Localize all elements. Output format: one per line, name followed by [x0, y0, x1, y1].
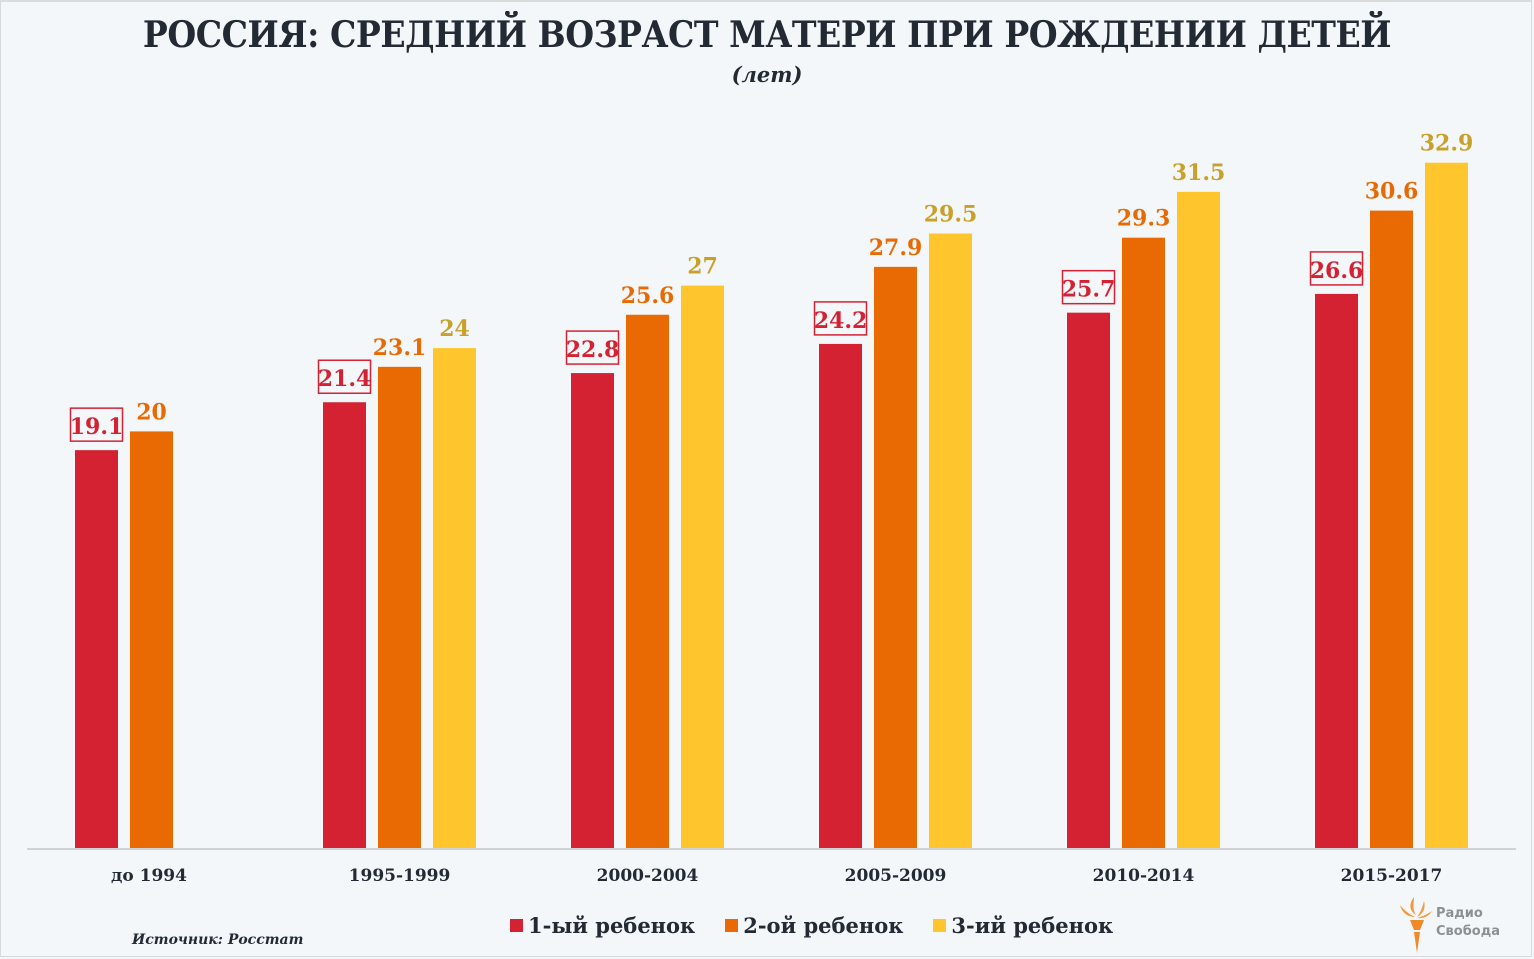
legend-swatch-series-3: [933, 919, 947, 932]
data-label-box-4: [1061, 269, 1116, 305]
data-label-1-0: 19.1: [70, 414, 124, 440]
data-label-1-5: 26.6: [1310, 258, 1364, 284]
data-label-box-3: [813, 301, 868, 336]
bar-3-3: [929, 233, 972, 848]
data-label-3-1: 24: [439, 316, 470, 342]
bar-1-5: [1315, 293, 1358, 848]
bar-2-1: [378, 366, 421, 848]
bar-1-1: [323, 402, 366, 848]
bar-2-5: [1370, 210, 1413, 849]
bar-3-4: [1177, 191, 1220, 849]
legend: 1-ый ребенок 2-ой ребенок 3-ий ребенок: [510, 913, 1113, 938]
data-label-2-5: 30.6: [1365, 179, 1419, 205]
legend-label-series-1: 1-ый ребенок: [528, 913, 696, 938]
chart-subtitle: (лет): [731, 62, 803, 87]
legend-label-series-2: 2-ой ребенок: [743, 913, 904, 938]
legend-item-series-1: 1-ый ребенок: [510, 913, 695, 938]
bar-3-5: [1425, 162, 1468, 848]
bar-2-3: [874, 266, 917, 848]
data-label-2-0: 20: [136, 399, 167, 425]
data-label-3-3: 29.5: [924, 202, 978, 228]
x-tick-label-4: 2010-2014: [1093, 866, 1195, 886]
data-label-2-4: 29.3: [1117, 206, 1171, 232]
data-label-1-3: 24.2: [814, 308, 868, 334]
bar-1-2: [571, 373, 614, 848]
data-label-2-1: 23.1: [373, 335, 427, 361]
bar-1-0: [75, 450, 118, 848]
data-label-box-5: [1309, 251, 1364, 286]
bar-2-4: [1122, 237, 1165, 848]
x-tick-label-5: 2015-2017: [1341, 866, 1443, 886]
data-label-2-3: 27.9: [869, 235, 923, 261]
legend-item-series-2: 2-ой ребенок: [725, 913, 903, 938]
bar-3-2: [681, 285, 724, 849]
data-label-1-2: 22.8: [566, 337, 620, 363]
x-tick-label-0: до 1994: [111, 866, 187, 886]
chart-title: РОССИЯ: СРЕДНИЙ ВОЗРАСТ МАТЕРИ ПРИ РОЖДЕ…: [142, 14, 1392, 56]
legend-label-series-3: 3-ий ребенок: [951, 913, 1114, 938]
data-label-3-2: 27: [687, 254, 718, 280]
source-note: Источник: Росстат: [132, 932, 304, 948]
x-tick-label-3: 2005-2009: [845, 866, 947, 886]
legend-swatch-series-2: [725, 919, 739, 932]
radio-svoboda-logo: Радио Свобода: [1398, 895, 1508, 955]
data-label-1-4: 25.7: [1062, 277, 1116, 303]
bar-2-0: [130, 431, 173, 848]
torch-icon: [1400, 897, 1432, 953]
data-label-box-2: [565, 330, 620, 365]
data-label-2-2: 25.6: [621, 283, 675, 309]
data-label-3-5: 32.9: [1420, 131, 1474, 157]
bar-3-1: [433, 348, 476, 848]
x-tick-label-2: 2000-2004: [597, 866, 699, 886]
data-label-box-1: [317, 359, 372, 394]
data-label-box-0: [69, 407, 124, 442]
data-label-1-1: 21.4: [318, 366, 372, 392]
data-label-3-4: 31.5: [1172, 160, 1226, 186]
legend-item-series-3: 3-ий ребенок: [933, 913, 1113, 938]
bar-1-4: [1067, 312, 1110, 848]
logo-text: Радио Свобода: [1436, 905, 1500, 941]
bar-2-2: [626, 314, 669, 848]
x-tick-label-1: 1995-1999: [349, 866, 451, 886]
bar-1-3: [819, 343, 862, 848]
legend-swatch-series-1: [510, 919, 523, 932]
logo-line-2: Свобода: [1436, 924, 1500, 939]
logo-line-1: Радио: [1436, 906, 1483, 921]
